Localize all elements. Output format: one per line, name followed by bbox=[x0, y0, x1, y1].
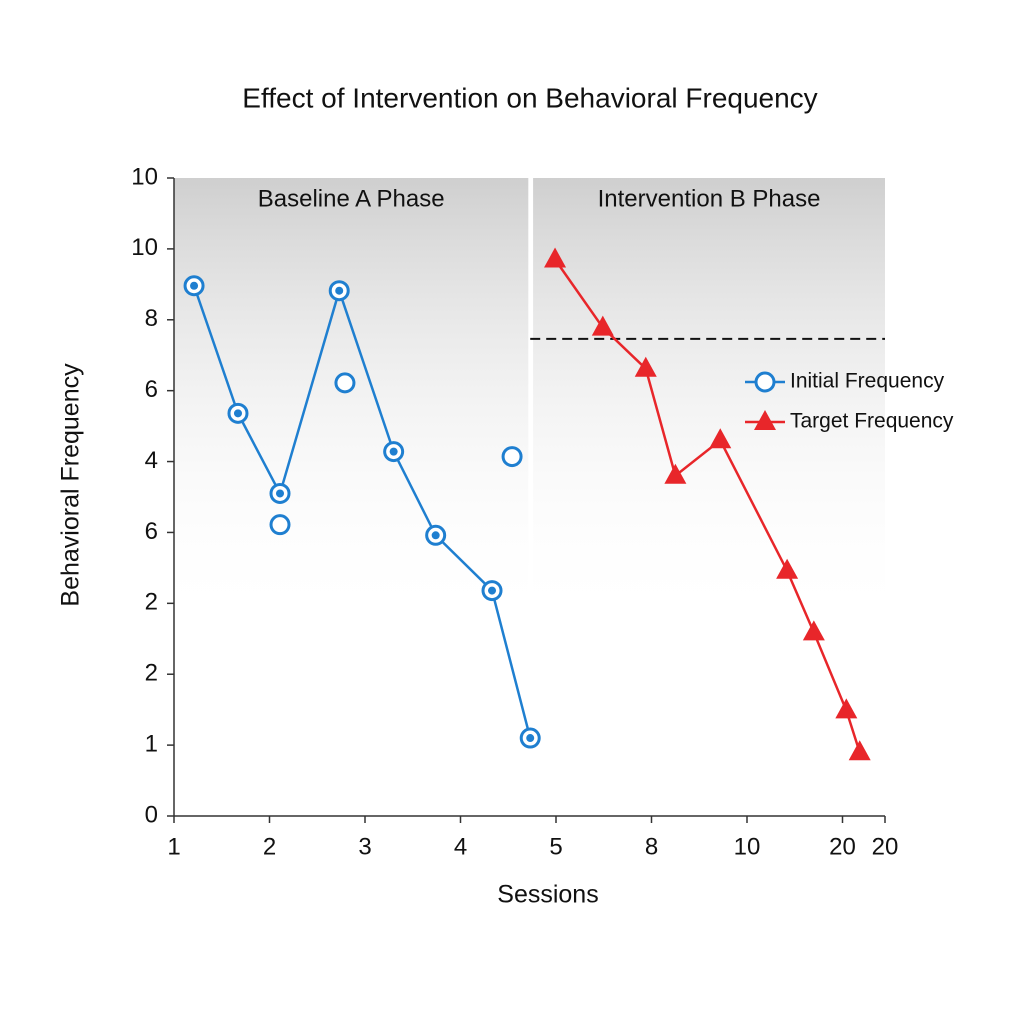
data-point bbox=[501, 446, 523, 468]
phase-label: Baseline A Phase bbox=[258, 185, 445, 212]
data-point bbox=[227, 402, 249, 424]
y-tick-label: 1 bbox=[145, 730, 158, 757]
data-point bbox=[328, 280, 350, 302]
marker-ring bbox=[754, 371, 776, 393]
marker-ring bbox=[334, 372, 356, 394]
data-point bbox=[544, 247, 567, 268]
y-axis-label: Behavioral Frequency bbox=[57, 363, 85, 607]
data-point bbox=[334, 372, 356, 394]
data-point bbox=[519, 727, 541, 749]
legend-marker bbox=[754, 371, 776, 393]
x-tick-label: 1 bbox=[167, 833, 180, 860]
data-point bbox=[776, 558, 799, 579]
data-point bbox=[183, 275, 205, 297]
phase-region bbox=[174, 178, 529, 816]
y-tick-label: 6 bbox=[145, 376, 158, 403]
y-tick-label: 6 bbox=[145, 518, 158, 545]
x-axis-label: Sessions bbox=[497, 881, 598, 909]
marker-dot bbox=[431, 531, 440, 540]
x-tick-label: 8 bbox=[645, 833, 658, 860]
data-point bbox=[269, 482, 291, 504]
marker-dot bbox=[488, 586, 497, 595]
x-tick-label: 20 bbox=[829, 833, 856, 860]
marker-dot bbox=[190, 281, 199, 290]
y-tick-label: 0 bbox=[145, 801, 158, 828]
phase-label: Intervention B Phase bbox=[598, 185, 821, 212]
data-point bbox=[425, 524, 447, 546]
marker-ring bbox=[269, 514, 291, 536]
data-point bbox=[269, 514, 291, 536]
marker-dot bbox=[335, 286, 344, 295]
data-point bbox=[591, 315, 614, 336]
marker-dot bbox=[389, 447, 398, 456]
y-tick-label: 10 bbox=[131, 234, 158, 261]
x-tick-label: 20 bbox=[872, 833, 899, 860]
x-tick-label: 4 bbox=[454, 833, 467, 860]
x-tick-label: 2 bbox=[263, 833, 276, 860]
marker-dot bbox=[526, 734, 535, 743]
legend-label: Target Frequency bbox=[790, 410, 954, 433]
data-point bbox=[481, 580, 503, 602]
marker-dot bbox=[276, 489, 285, 498]
y-tick-label: 8 bbox=[145, 305, 158, 332]
x-tick-label: 5 bbox=[549, 833, 562, 860]
marker-ring bbox=[501, 446, 523, 468]
data-point bbox=[835, 698, 858, 719]
x-tick-label: 10 bbox=[734, 833, 761, 860]
data-point bbox=[664, 463, 687, 484]
y-tick-label: 10 bbox=[131, 163, 158, 190]
marker-dot bbox=[233, 409, 242, 418]
legend-marker bbox=[754, 410, 776, 430]
data-point bbox=[709, 428, 732, 449]
series-line bbox=[192, 285, 532, 739]
data-point bbox=[383, 441, 405, 463]
y-tick-label: 2 bbox=[145, 589, 158, 616]
data-point bbox=[634, 356, 657, 377]
y-tick-label: 2 bbox=[145, 660, 158, 687]
y-tick-label: 4 bbox=[145, 447, 158, 474]
x-tick-label: 3 bbox=[358, 833, 371, 860]
data-point bbox=[848, 740, 871, 761]
legend-label: Initial Frequency bbox=[790, 370, 945, 393]
chart-title: Effect of Intervention on Behavioral Fre… bbox=[242, 82, 817, 113]
data-point bbox=[802, 620, 825, 641]
plot-area: Baseline A Phase Intervention B Phase0122… bbox=[131, 163, 954, 860]
phase-region bbox=[533, 178, 885, 816]
